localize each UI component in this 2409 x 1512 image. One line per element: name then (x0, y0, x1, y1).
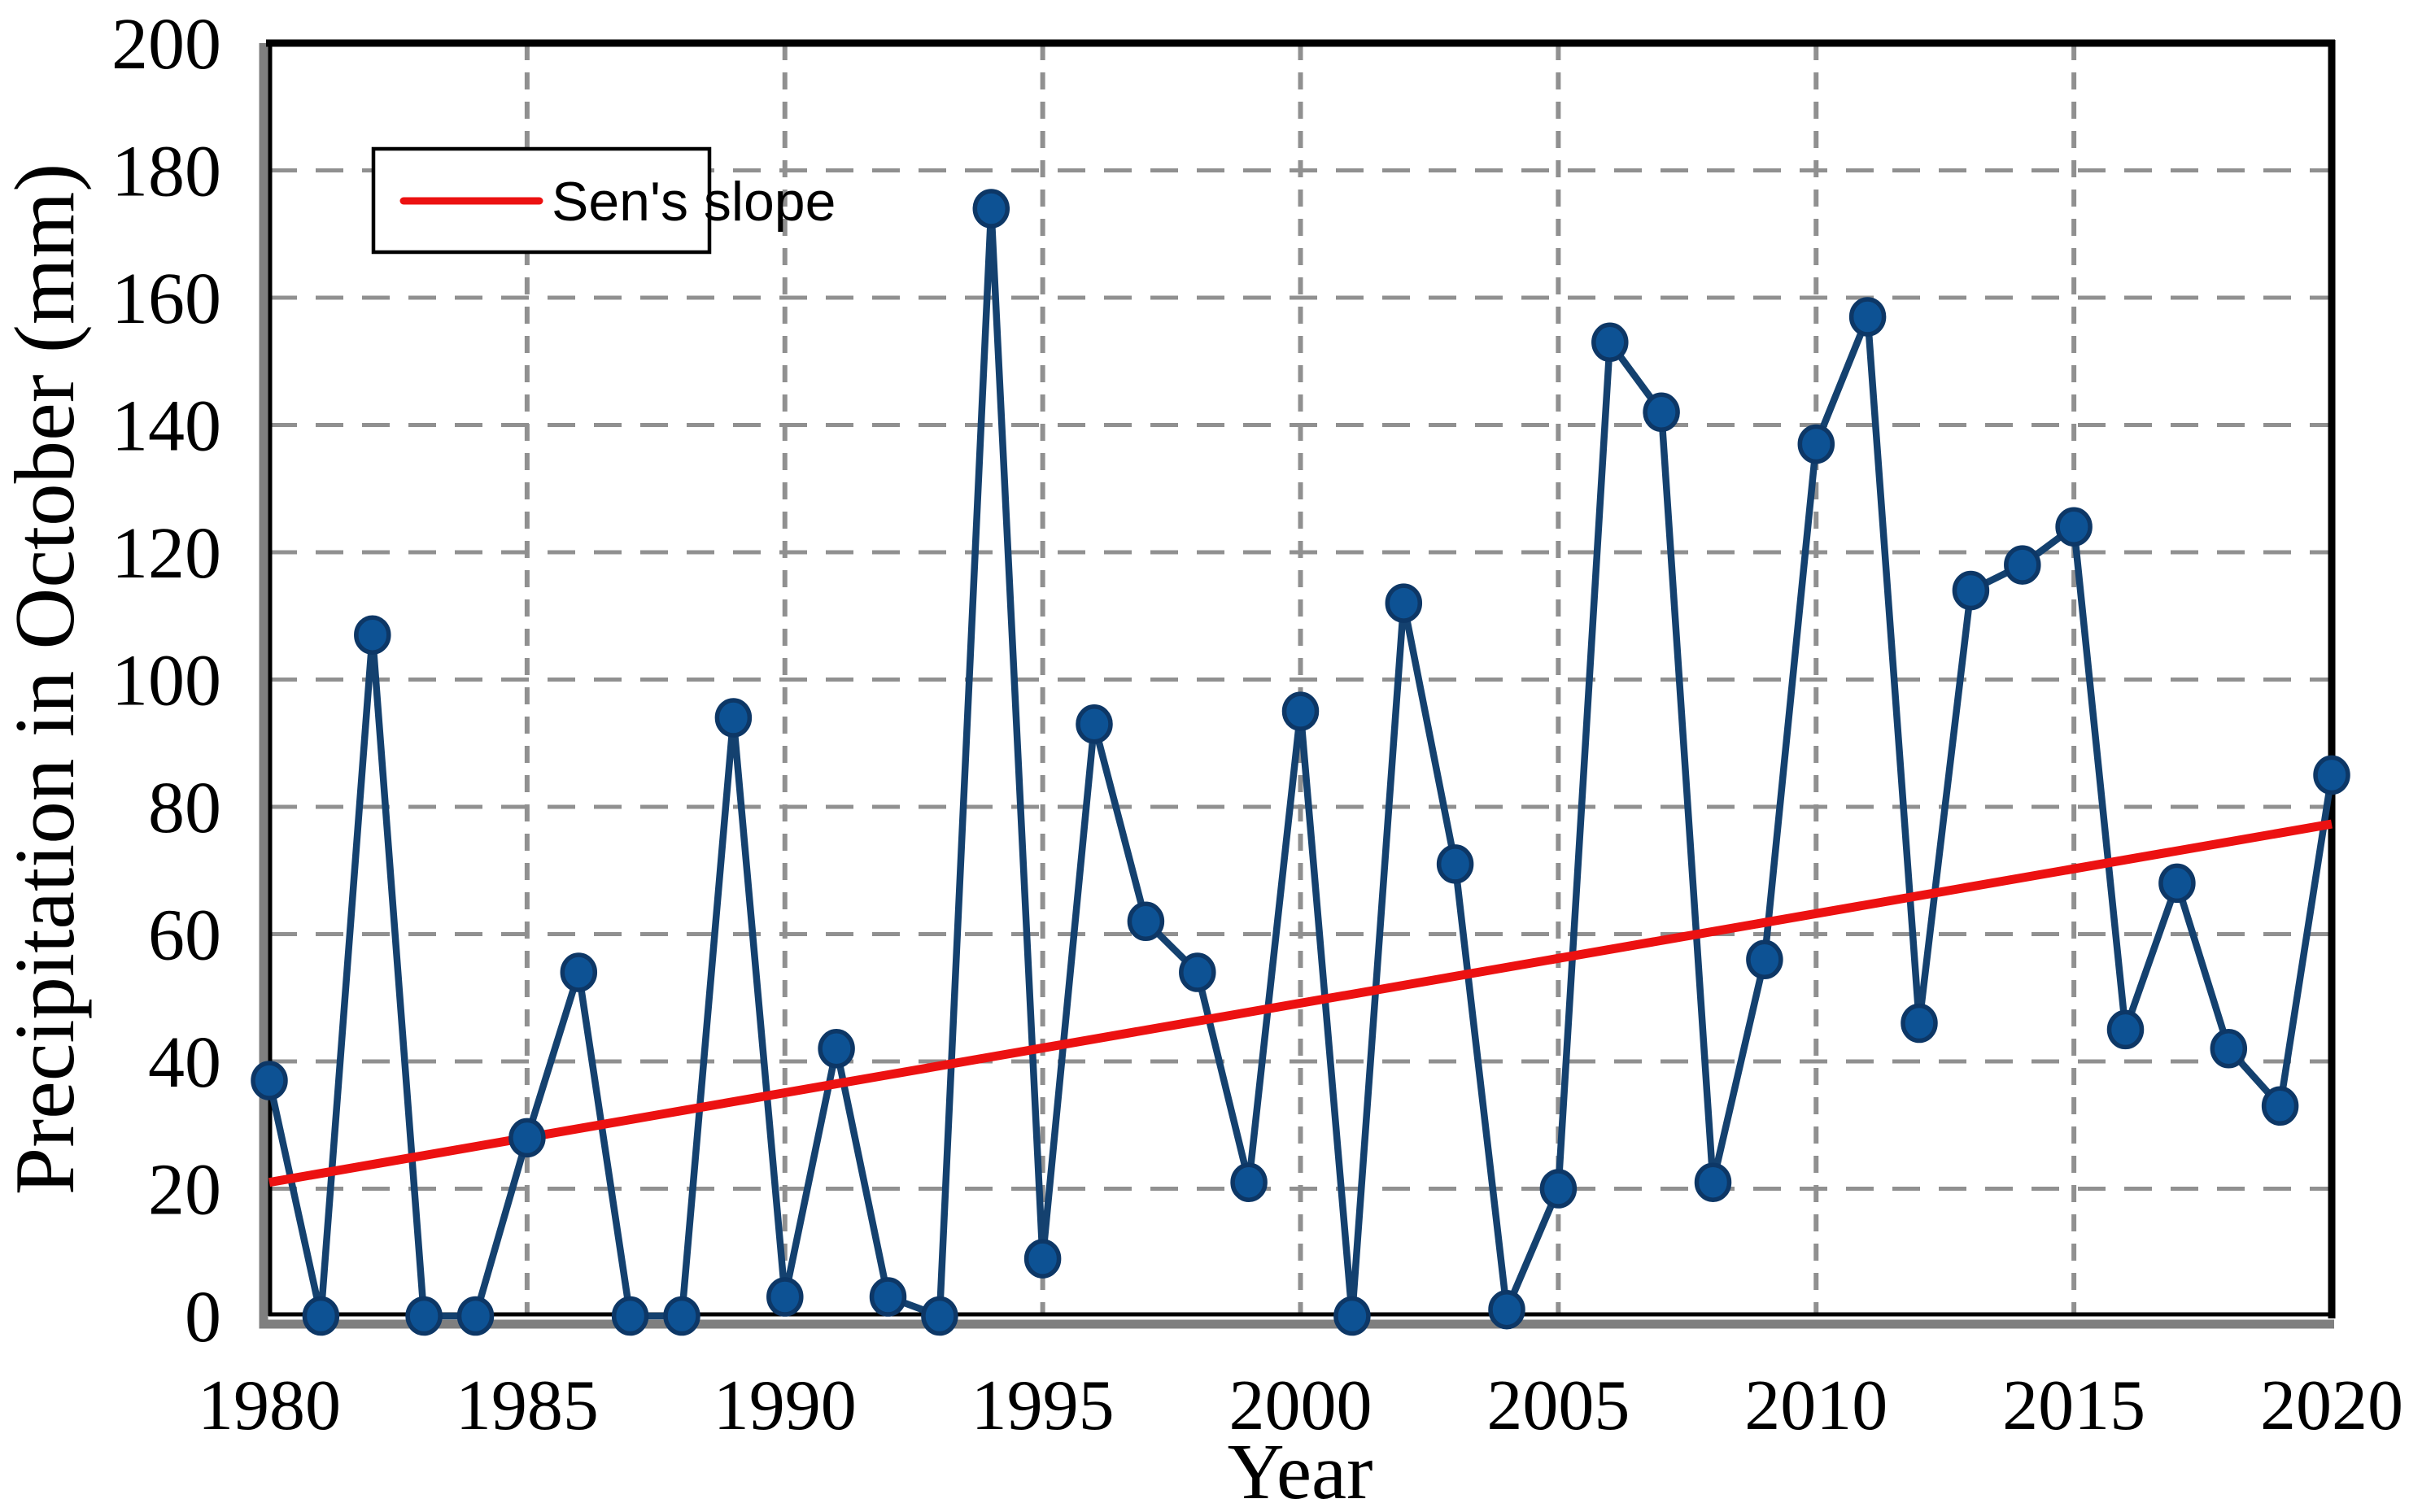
y-tick-label: 60 (148, 895, 221, 976)
x-tick-label: 1980 (198, 1366, 341, 1445)
plot-frame-shadow (259, 43, 2334, 1329)
data-point-marker (560, 952, 598, 992)
data-point-marker (2055, 507, 2093, 547)
data-point-marker (766, 1277, 804, 1317)
legend-label: Sen's slope (552, 171, 836, 233)
data-point-marker (1127, 901, 1165, 942)
x-axis-tick-labels: 1980 1985 1990 1995 2000 2005 2010 2015 2020 (198, 1366, 2403, 1445)
y-tick-label: 40 (148, 1022, 221, 1103)
data-point-marker (508, 1118, 546, 1158)
data-point-marker (611, 1296, 649, 1336)
x-tick-label: 1985 (456, 1366, 599, 1445)
data-point-marker (1023, 1239, 1062, 1279)
data-point-marker (354, 615, 391, 655)
data-point-marker (456, 1296, 495, 1336)
data-point-marker (1281, 691, 1320, 731)
data-point-marker (1746, 939, 1783, 980)
data-point-marker (1539, 1169, 1578, 1209)
data-point-marker (714, 698, 753, 738)
data-point-marker (972, 189, 1010, 229)
x-tick-label: 2005 (1486, 1366, 1630, 1445)
x-tick-label: 2015 (2002, 1366, 2145, 1445)
x-tick-label: 2020 (2260, 1366, 2403, 1445)
data-point-marker (1385, 583, 1423, 623)
data-point-marker (2313, 755, 2350, 795)
data-point-marker (818, 1029, 855, 1069)
data-point-marker (1076, 704, 1113, 744)
x-axis-title: Year (1228, 1428, 1373, 1512)
x-tick-label: 2000 (1229, 1366, 1373, 1445)
data-point-marker (302, 1296, 340, 1336)
data-point-marker (1797, 424, 1835, 464)
y-tick-label: 100 (111, 641, 221, 721)
data-point-marker (869, 1277, 907, 1317)
data-point-marker (1179, 952, 1216, 992)
data-point-marker (2106, 1009, 2145, 1050)
data-point-marker (2004, 545, 2041, 585)
data-point-marker (1230, 1162, 1268, 1202)
data-point-marker (1488, 1289, 1525, 1330)
data-point-marker (2210, 1029, 2248, 1069)
y-tick-label: 200 (111, 4, 221, 85)
y-tick-label: 180 (111, 132, 221, 212)
data-point-marker (921, 1296, 958, 1336)
data-point-marker (1901, 1003, 1938, 1044)
data-point-marker (2158, 863, 2196, 904)
y-tick-label: 160 (111, 259, 221, 339)
data-point-marker (1333, 1296, 1371, 1336)
data-point-marker (1436, 844, 1474, 884)
y-axis-tick-labels: 0 20 40 60 80 100 120 140 160 180 200 (111, 4, 221, 1357)
y-tick-label: 20 (148, 1150, 221, 1231)
x-tick-label: 2010 (1744, 1366, 1887, 1445)
data-point-marker (251, 1061, 288, 1100)
y-tick-label: 120 (111, 513, 221, 594)
y-tick-label: 140 (111, 386, 221, 467)
sen-slope-line (268, 819, 2333, 1187)
data-point-marker (1591, 322, 1629, 363)
data-point-marker (1643, 392, 1680, 433)
data-point-marker (1694, 1162, 1732, 1202)
data-point-marker (405, 1296, 443, 1336)
data-point-marker (663, 1296, 700, 1336)
data-point-marker (1952, 570, 1990, 611)
vertical-gridlines (524, 43, 2077, 1316)
y-tick-label: 0 (185, 1277, 221, 1357)
x-tick-label: 1995 (971, 1366, 1115, 1445)
y-axis-title: Precipitation in October (mm) (0, 163, 92, 1195)
x-tick-label: 1990 (714, 1366, 857, 1445)
data-point-marker (2261, 1086, 2299, 1126)
legend: Sen's slope (371, 146, 836, 255)
y-tick-label: 80 (148, 768, 221, 848)
data-point-marker (1848, 297, 1887, 337)
data-point-markers (251, 189, 2350, 1336)
